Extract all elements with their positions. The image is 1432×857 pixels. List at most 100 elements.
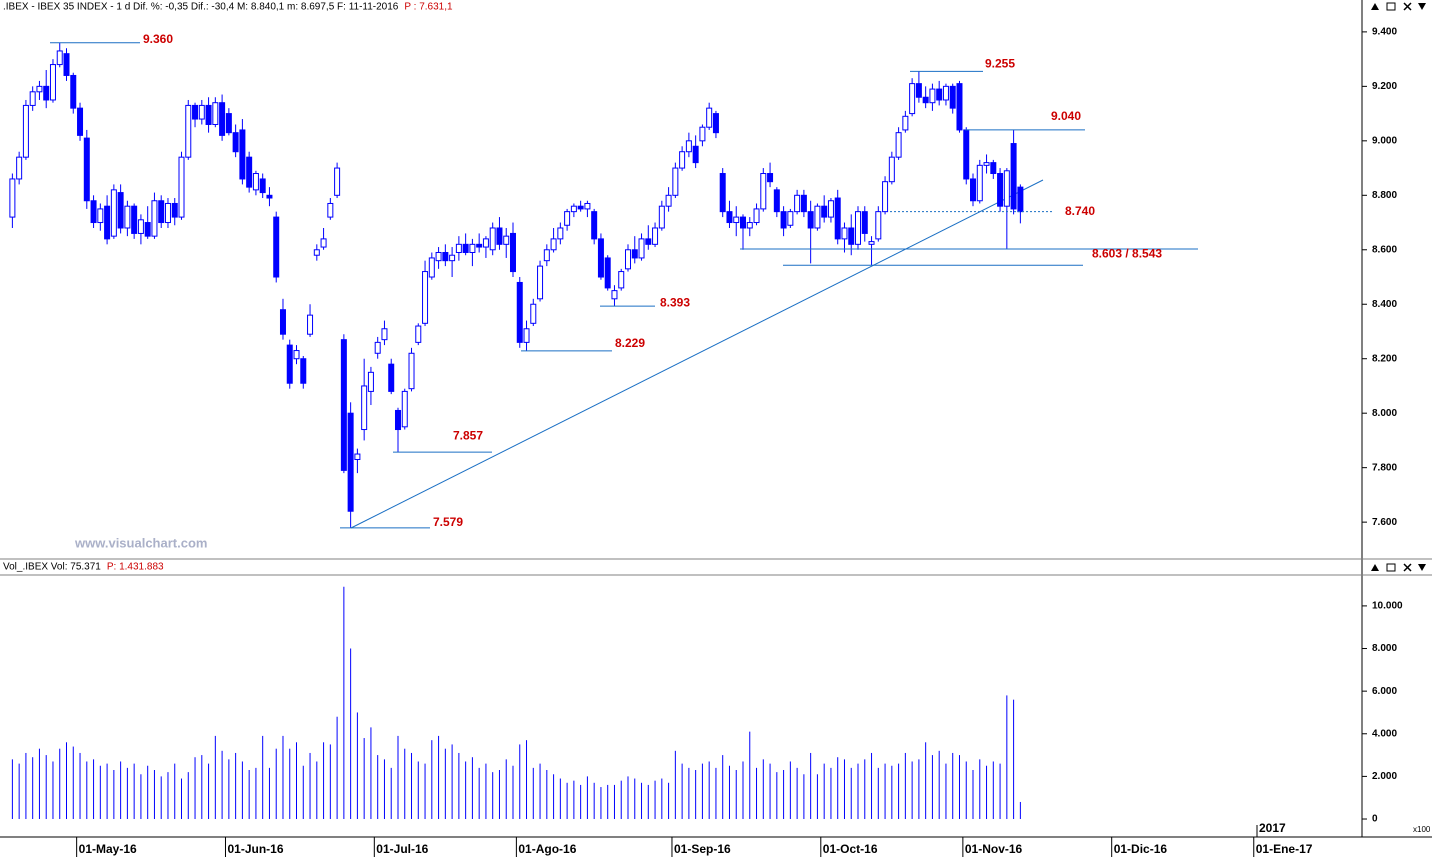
y-tick-label: 2.000 [1372,771,1397,782]
candle-body [36,85,43,93]
level-label: 8.603 / 8.543 [1092,246,1162,260]
level-label: 8.229 [615,336,645,350]
candle-body [415,325,422,343]
candle-body [834,197,841,240]
candle-body [645,238,652,245]
candle-body [428,257,435,278]
candle-body [726,211,733,224]
candle-body [841,227,848,240]
level-label: 7.579 [433,515,463,529]
candle-body [584,202,591,210]
candle-body [604,257,611,289]
x-tick-label: 01-Ago-16 [518,842,576,856]
candle-body [658,205,665,229]
candle-body [638,238,645,259]
candle-body [794,194,801,213]
y-tick-label: 9.000 [1372,135,1397,146]
candle-body [49,64,56,101]
candle-body [462,243,469,253]
candle-body [719,173,726,213]
candle-body [509,232,516,273]
pane-up-button[interactable] [1371,564,1379,571]
pane-up-button[interactable] [1371,3,1379,10]
level-label: 8.740 [1065,204,1095,218]
candle-body [861,211,868,234]
candle-body [503,235,510,245]
candle-body [354,453,361,460]
pane-down-button[interactable] [1418,3,1426,10]
candle-body [83,137,90,202]
candle-body [618,271,625,289]
candle-body [340,339,347,471]
price-pane-buttons [1371,2,1426,11]
candle-body [672,167,679,196]
candle-body [997,173,1004,207]
candle-body [760,173,767,210]
pane-close-button[interactable] [1403,563,1412,572]
candle-body [455,243,462,253]
level-label: 9.255 [985,57,1015,71]
candle-body [489,227,496,251]
candle-body [942,85,949,101]
candle-body [983,162,990,166]
candle-body [963,129,970,180]
candle-body [124,205,131,229]
candle-body [564,211,571,226]
candle-body [855,211,862,245]
candle-body [212,102,219,125]
y-tick-label: 0 [1372,814,1378,825]
candle-body [361,385,368,431]
candle-body [43,85,50,101]
unit-label: x100 [1413,825,1431,834]
candle-body [970,178,977,202]
candle-body [449,254,456,262]
trend-line [350,179,1044,529]
price-header-value: P : 7.631,1 [404,2,453,13]
candle-body [381,328,388,341]
candle-body [279,309,286,335]
candle-body [347,412,354,512]
pane-maximize-button[interactable] [1386,2,1396,11]
candle-body [909,83,916,115]
candle-body [699,126,706,142]
candle-body [577,205,584,210]
candle-body [787,211,794,226]
x-tick-label: 01-Nov-16 [965,842,1023,856]
candle-body [259,178,266,194]
x-tick-label: 01-May-16 [79,842,137,856]
candle-body [624,249,631,270]
watermark: www.visualchart.com [74,535,207,550]
y-tick-label: 10.000 [1372,601,1403,612]
pane-down-button[interactable] [1418,564,1426,571]
candle-body [435,251,442,262]
candle-body [178,156,185,218]
candle-body [158,200,165,224]
candle-body [144,222,151,237]
candle-body [827,200,834,218]
y-tick-label: 8.000 [1372,408,1397,419]
candle-body [56,50,63,66]
candle-body [652,227,659,245]
candle-body [22,104,29,158]
candle-body [334,167,341,196]
candle-body [773,189,780,213]
pane-close-button[interactable] [1403,2,1412,11]
level-label: 8.393 [660,295,690,309]
candle-body [293,350,300,360]
pane-maximize-button[interactable] [1386,563,1396,572]
candle-body [712,113,719,134]
y-tick-label: 9.200 [1372,81,1397,92]
candle-body [679,151,686,169]
candle-body [225,113,232,134]
volume-pane-buttons [1371,563,1426,572]
candle-body [286,344,293,384]
candle-body [185,104,192,158]
candle-body [496,227,503,245]
level-label: 9.040 [1051,109,1081,123]
y-tick-label: 7.600 [1372,517,1397,528]
x-tick-label: 01-Ene-17 [1256,842,1313,856]
candle-body [882,181,889,213]
